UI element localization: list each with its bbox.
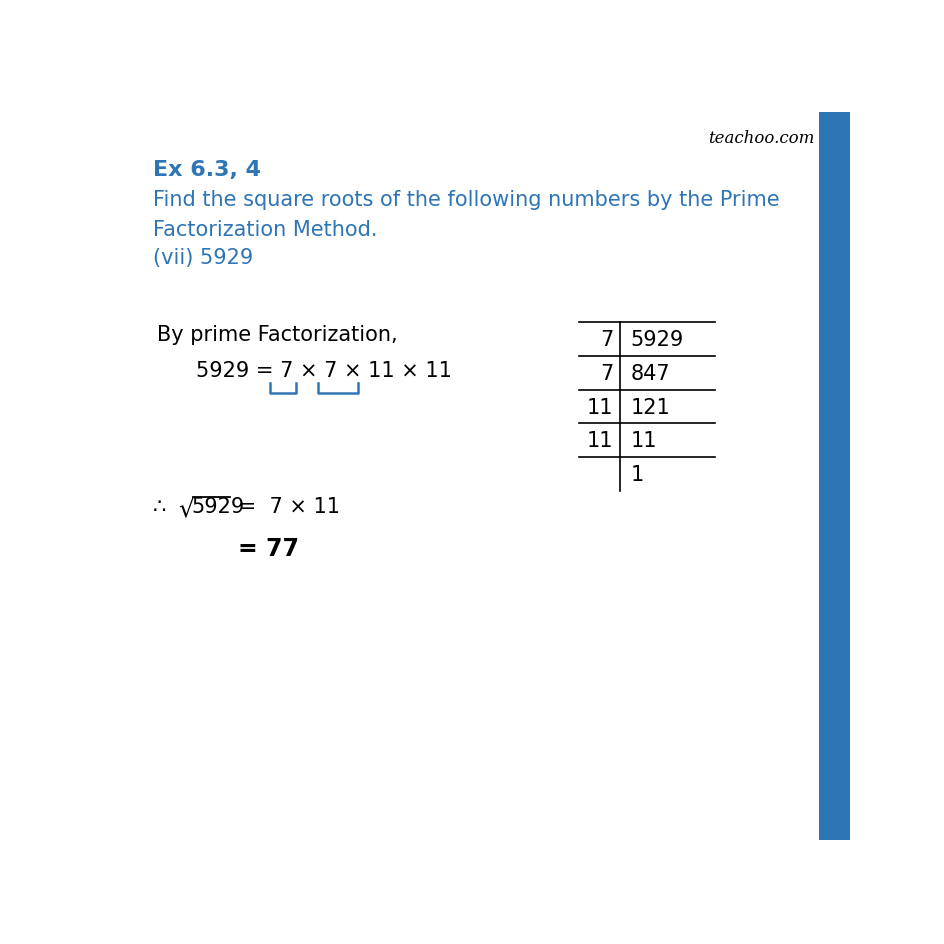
Text: 121: 121 xyxy=(630,397,669,417)
Text: Factorization Method.: Factorization Method. xyxy=(153,219,377,240)
Text: 847: 847 xyxy=(630,363,669,383)
Text: teachoo.com: teachoo.com xyxy=(707,130,813,147)
Text: 1: 1 xyxy=(630,464,643,485)
Text: 7: 7 xyxy=(599,329,613,349)
Text: (vii) 5929: (vii) 5929 xyxy=(153,248,253,268)
Text: 11: 11 xyxy=(630,431,656,451)
Text: 11: 11 xyxy=(586,397,613,417)
Text: Find the square roots of the following numbers by the Prime: Find the square roots of the following n… xyxy=(153,190,779,211)
Text: 11: 11 xyxy=(586,431,613,451)
Text: =  7 × 11: = 7 × 11 xyxy=(232,497,340,516)
Text: Ex 6.3, 4: Ex 6.3, 4 xyxy=(153,160,261,179)
Text: = 77: = 77 xyxy=(238,536,299,561)
Text: 5929: 5929 xyxy=(192,497,244,516)
Text: √: √ xyxy=(178,497,194,521)
Text: 5929 = 7 × 7 × 11 × 11: 5929 = 7 × 7 × 11 × 11 xyxy=(195,361,451,381)
Text: 7: 7 xyxy=(599,363,613,383)
Bar xyxy=(818,113,850,840)
Text: ∴: ∴ xyxy=(153,497,166,516)
Text: 5929: 5929 xyxy=(630,329,683,349)
Text: By prime Factorization,: By prime Factorization, xyxy=(157,325,397,345)
